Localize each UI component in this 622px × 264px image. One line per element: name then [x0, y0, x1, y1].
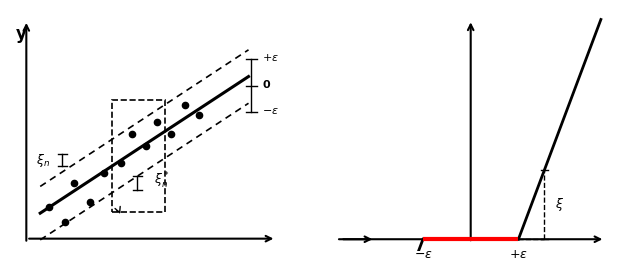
Text: $\xi_n^*$: $\xi_n^*$ — [154, 171, 170, 191]
Text: $\mathbf{0}$: $\mathbf{0}$ — [262, 78, 272, 91]
Text: $\xi_n$: $\xi_n$ — [36, 152, 50, 168]
Text: $\xi$: $\xi$ — [555, 196, 564, 213]
Text: $-\varepsilon$: $-\varepsilon$ — [414, 248, 432, 261]
Bar — [113, 100, 165, 212]
Text: $+\varepsilon$: $+\varepsilon$ — [509, 248, 528, 261]
Text: $\mathbf{x}$: $\mathbf{x}$ — [145, 263, 157, 264]
Text: $\mathbf{y}$: $\mathbf{y}$ — [14, 27, 27, 45]
Text: $-\varepsilon$: $-\varepsilon$ — [262, 106, 279, 116]
Text: $+\varepsilon$: $+\varepsilon$ — [262, 52, 279, 63]
